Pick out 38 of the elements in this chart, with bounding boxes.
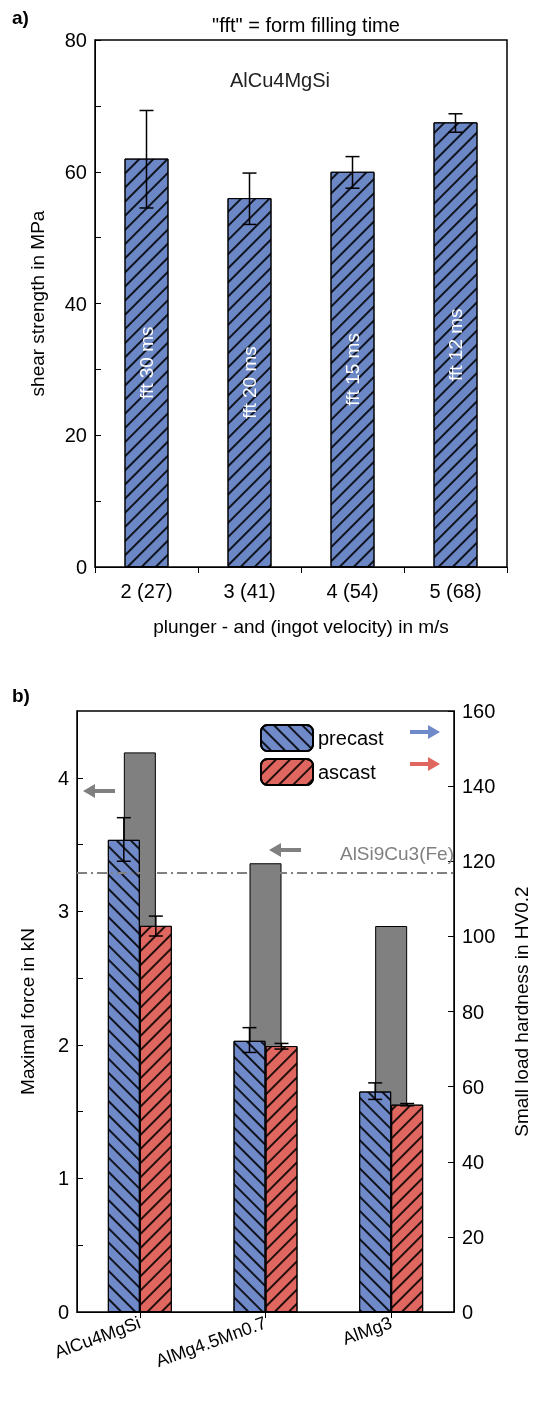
y2-tick-label: 40 [462, 1150, 485, 1173]
legend-label: precast [318, 727, 385, 749]
y2-tick-label: 100 [462, 925, 496, 948]
x-tick-label: 4 (54) [326, 580, 379, 602]
annotation: AlCu4MgSi [229, 69, 331, 91]
legend-label: AlSi9Cu3(Fe) [339, 842, 454, 864]
x-tick-label: 5 (68) [429, 580, 482, 602]
x-axis-title: plunger - and (ingot velocity) in m/s [153, 616, 449, 637]
annotation: fft 30 ms [136, 326, 157, 400]
y-tick-label: 4 [57, 766, 69, 789]
y-tick-label: 0 [75, 556, 87, 578]
y-tick-label: 80 [64, 29, 87, 51]
y2-tick-label: 0 [462, 1301, 474, 1323]
text: b) [12, 685, 30, 706]
y2-tick-label: 20 [462, 1225, 485, 1248]
y-tick-label: 40 [64, 292, 87, 315]
x-tick-label: AlMg3 [339, 1312, 395, 1349]
y2-axis-title: Small load hardness in HV0.2 [511, 886, 532, 1137]
y-tick-label: 3 [57, 900, 69, 923]
y2-tick-label: 60 [462, 1075, 485, 1098]
x-tick-label: 2 (27) [120, 580, 173, 602]
chart-title: "fft" = form filling time [212, 14, 400, 36]
y2-tick-label: 160 [462, 700, 496, 722]
y-tick-label: 1 [57, 1167, 69, 1190]
y-tick-label: 60 [64, 160, 87, 183]
y2-tick-label: 140 [462, 775, 496, 798]
y-axis-title: Maximal force in kN [17, 928, 38, 1095]
annotation: fft 15 ms [342, 333, 363, 406]
y-axis-title: shear strength in MPa [27, 210, 48, 397]
legend-label: ascast [318, 761, 377, 783]
x-tick-label: 3 (41) [223, 580, 276, 602]
text: a) [12, 7, 29, 28]
annotation: fft 20 ms [239, 346, 260, 419]
annotation: fft 12 ms [445, 308, 466, 381]
y2-tick-label: 120 [462, 850, 496, 873]
y-tick-label: 20 [64, 424, 87, 447]
y-tick-label: 2 [57, 1033, 69, 1056]
y2-tick-label: 80 [462, 1000, 485, 1023]
